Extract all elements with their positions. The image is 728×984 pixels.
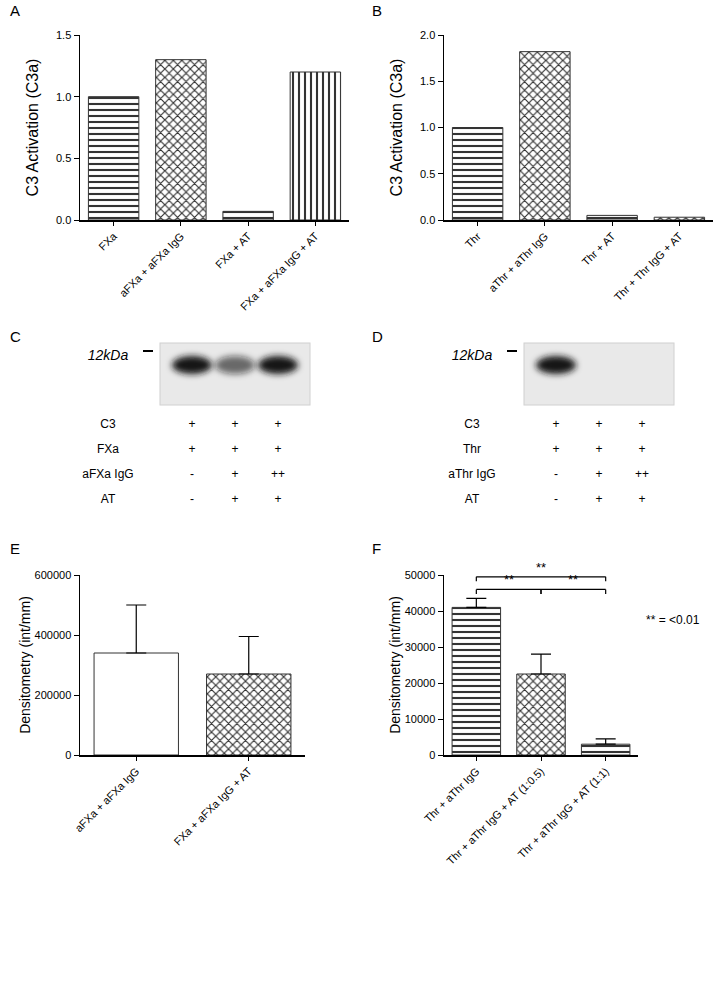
svg-text:C3 Activation (C3a): C3 Activation (C3a) — [388, 59, 405, 197]
svg-text:C3 Activation (C3a): C3 Activation (C3a) — [24, 59, 41, 197]
svg-text:aFXa IgG: aFXa IgG — [82, 467, 133, 481]
svg-text:Thr: Thr — [463, 442, 481, 456]
html-text:C: C — [10, 328, 21, 345]
svg-text:0: 0 — [429, 749, 435, 761]
svg-text:-: - — [190, 467, 194, 481]
svg-text:Thr + aThr IgG + AT (1:0.5): Thr + aThr IgG + AT (1:0.5) — [444, 765, 546, 867]
svg-text:1.5: 1.5 — [56, 29, 71, 41]
svg-text:0.5: 0.5 — [420, 168, 435, 180]
svg-text:+: + — [595, 417, 602, 431]
svg-text:0.0: 0.0 — [56, 214, 71, 226]
svg-text:FXa: FXa — [97, 442, 119, 456]
svg-text:** = <0.01: ** = <0.01 — [646, 613, 700, 627]
svg-text:+: + — [638, 492, 645, 506]
svg-text:+: + — [274, 442, 281, 456]
svg-text:12kDa: 12kDa — [452, 347, 493, 363]
svg-text:++: ++ — [635, 467, 649, 481]
svg-text:50000: 50000 — [405, 569, 436, 581]
svg-text:0: 0 — [65, 749, 71, 761]
html-text:E: E — [10, 540, 20, 557]
html-text:A: A — [10, 2, 20, 19]
svg-text:2.0: 2.0 — [420, 29, 435, 41]
svg-text:+: + — [638, 417, 645, 431]
svg-text:Thr + aThr IgG + AT (1:1): Thr + aThr IgG + AT (1:1) — [515, 765, 611, 861]
html-text:F: F — [372, 540, 382, 557]
svg-text:40000: 40000 — [405, 605, 436, 617]
svg-text:AT: AT — [465, 492, 480, 506]
svg-text:aFXa + aFXa IgG: aFXa + aFXa IgG — [117, 230, 186, 299]
svg-text:200000: 200000 — [35, 689, 72, 701]
svg-text:Thr: Thr — [463, 230, 483, 250]
svg-text:30000: 30000 — [405, 641, 436, 653]
svg-text:FXa: FXa — [96, 229, 119, 252]
svg-text:FXa + aFXa IgG + AT: FXa + aFXa IgG + AT — [171, 765, 254, 848]
svg-text:aFXa + aFXa IgG: aFXa + aFXa IgG — [72, 765, 141, 834]
svg-text:+: + — [552, 417, 559, 431]
svg-text:1.5: 1.5 — [420, 75, 435, 87]
svg-text:aThr IgG: aThr IgG — [448, 467, 495, 481]
svg-text:+: + — [595, 467, 602, 481]
svg-text:FXa + AT: FXa + AT — [213, 230, 254, 271]
svg-text:+: + — [638, 442, 645, 456]
svg-text:Thr + aThr IgG: Thr + aThr IgG — [422, 765, 482, 825]
svg-text:AT: AT — [101, 492, 116, 506]
svg-text:1.0: 1.0 — [420, 121, 435, 133]
svg-text:12kDa: 12kDa — [88, 347, 129, 363]
html-text:B: B — [372, 2, 382, 19]
svg-text:+: + — [274, 492, 281, 506]
svg-text:+: + — [188, 442, 195, 456]
svg-text:1.0: 1.0 — [56, 91, 71, 103]
svg-text:+: + — [274, 417, 281, 431]
svg-text:+: + — [595, 442, 602, 456]
svg-text:20000: 20000 — [405, 677, 436, 689]
svg-text:**: ** — [504, 572, 514, 587]
svg-text:0.0: 0.0 — [420, 214, 435, 226]
svg-text:Thr + Thr IgG + AT: Thr + Thr IgG + AT — [612, 230, 685, 303]
svg-text:+: + — [552, 442, 559, 456]
svg-text:+: + — [231, 417, 238, 431]
svg-text:600000: 600000 — [35, 569, 72, 581]
svg-text:**: ** — [536, 560, 546, 575]
svg-text:+: + — [231, 467, 238, 481]
svg-text:C3: C3 — [464, 417, 480, 431]
svg-text:+: + — [231, 492, 238, 506]
html-text:D: D — [372, 328, 383, 345]
svg-text:+: + — [231, 442, 238, 456]
svg-text:C3: C3 — [100, 417, 116, 431]
svg-text:400000: 400000 — [35, 629, 72, 641]
svg-text:++: ++ — [271, 467, 285, 481]
svg-text:FXa + aFXa IgG + AT: FXa + aFXa IgG + AT — [238, 230, 321, 313]
svg-text:-: - — [554, 492, 558, 506]
svg-text:-: - — [190, 492, 194, 506]
svg-text:+: + — [188, 417, 195, 431]
svg-text:aThr + aThr IgG: aThr + aThr IgG — [486, 230, 550, 294]
svg-text:Densitometry (int/mm): Densitometry (int/mm) — [17, 596, 33, 734]
svg-text:Thr + AT: Thr + AT — [579, 230, 617, 268]
svg-text:10000: 10000 — [405, 713, 436, 725]
svg-text:0.5: 0.5 — [56, 152, 71, 164]
svg-text:-: - — [554, 467, 558, 481]
svg-text:**: ** — [568, 572, 578, 587]
svg-text:+: + — [595, 492, 602, 506]
svg-text:Densitometry (int/mm): Densitometry (int/mm) — [387, 596, 403, 734]
